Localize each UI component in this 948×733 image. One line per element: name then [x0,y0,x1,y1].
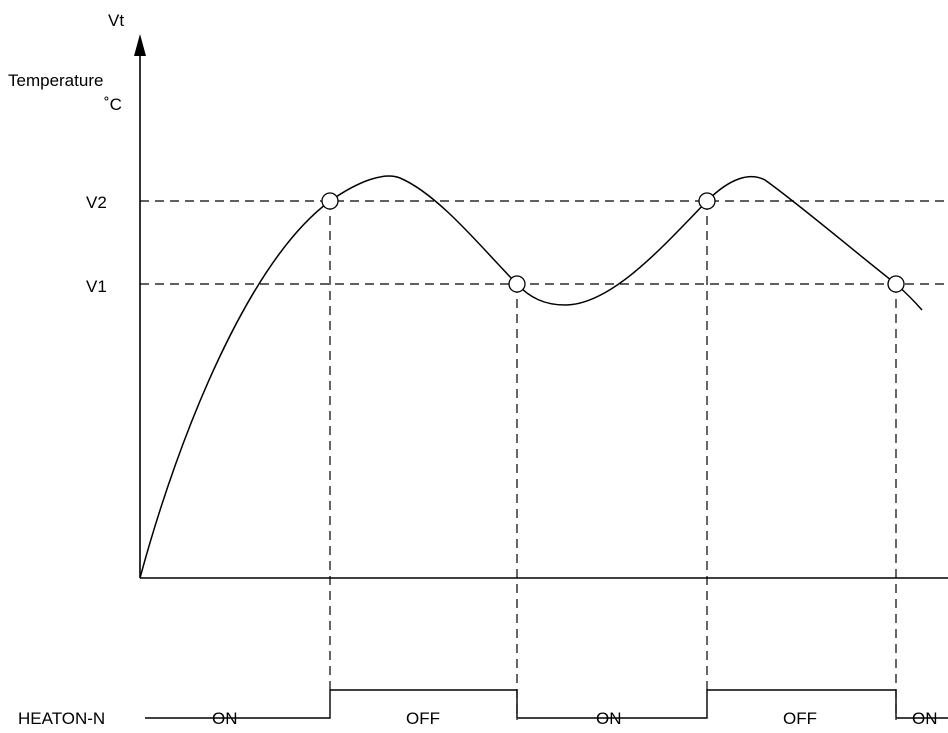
signal-state-3: ON [596,709,622,728]
signal-state-2: OFF [406,709,440,728]
signal-state-5: ON [912,709,938,728]
switch-point-3 [698,192,716,210]
signal-state-1: ON [212,709,238,728]
switch-point-4 [887,275,905,293]
signal-state-4: OFF [783,709,817,728]
threshold-label-v1: V1 [86,277,107,296]
threshold-label-v2: V2 [86,193,107,212]
y-axis-unit: ˚C [104,95,122,114]
temperature-curve [139,175,923,579]
y-axis-arrow-icon [134,34,146,56]
switch-point-2 [508,275,526,293]
switch-point-1 [321,192,339,210]
y-axis-name: Temperature [8,71,103,90]
signal-name: HEATON-N [18,709,105,728]
signal-waveform [145,689,948,719]
y-axis-symbol: Vt [108,11,124,30]
